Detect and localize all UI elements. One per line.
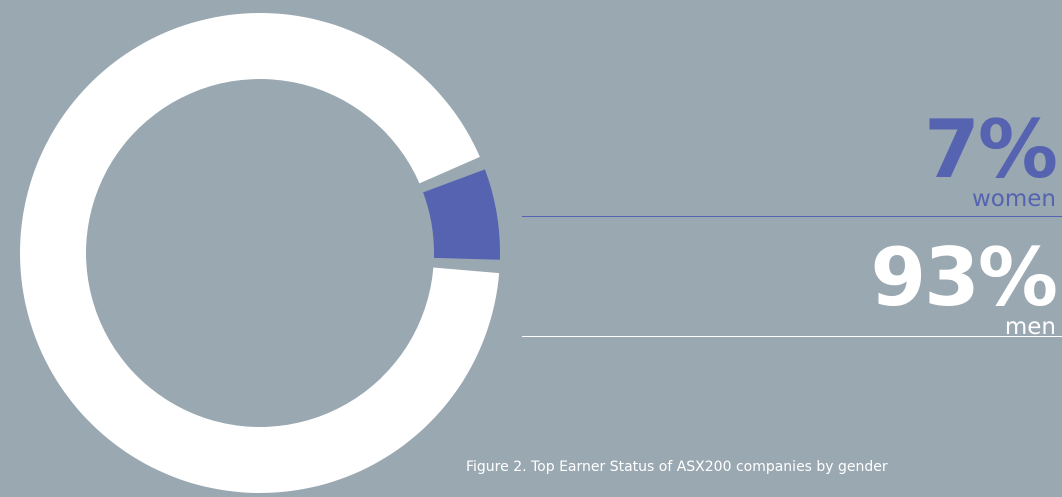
divider-men	[522, 336, 1062, 337]
category-label-men: men	[1004, 314, 1056, 340]
donut-slice-men	[20, 12, 500, 493]
legend-entry-women: 7% women	[924, 103, 1058, 212]
donut-slice-women	[423, 169, 501, 260]
value-label-men: 93%	[870, 231, 1058, 324]
legend-entry-men: 93% men	[870, 231, 1058, 340]
category-label-women: women	[971, 186, 1056, 212]
figure-caption: Figure 2. Top Earner Status of ASX200 co…	[466, 459, 888, 475]
divider-women	[522, 216, 1062, 217]
value-label-women: 7%	[924, 103, 1058, 196]
